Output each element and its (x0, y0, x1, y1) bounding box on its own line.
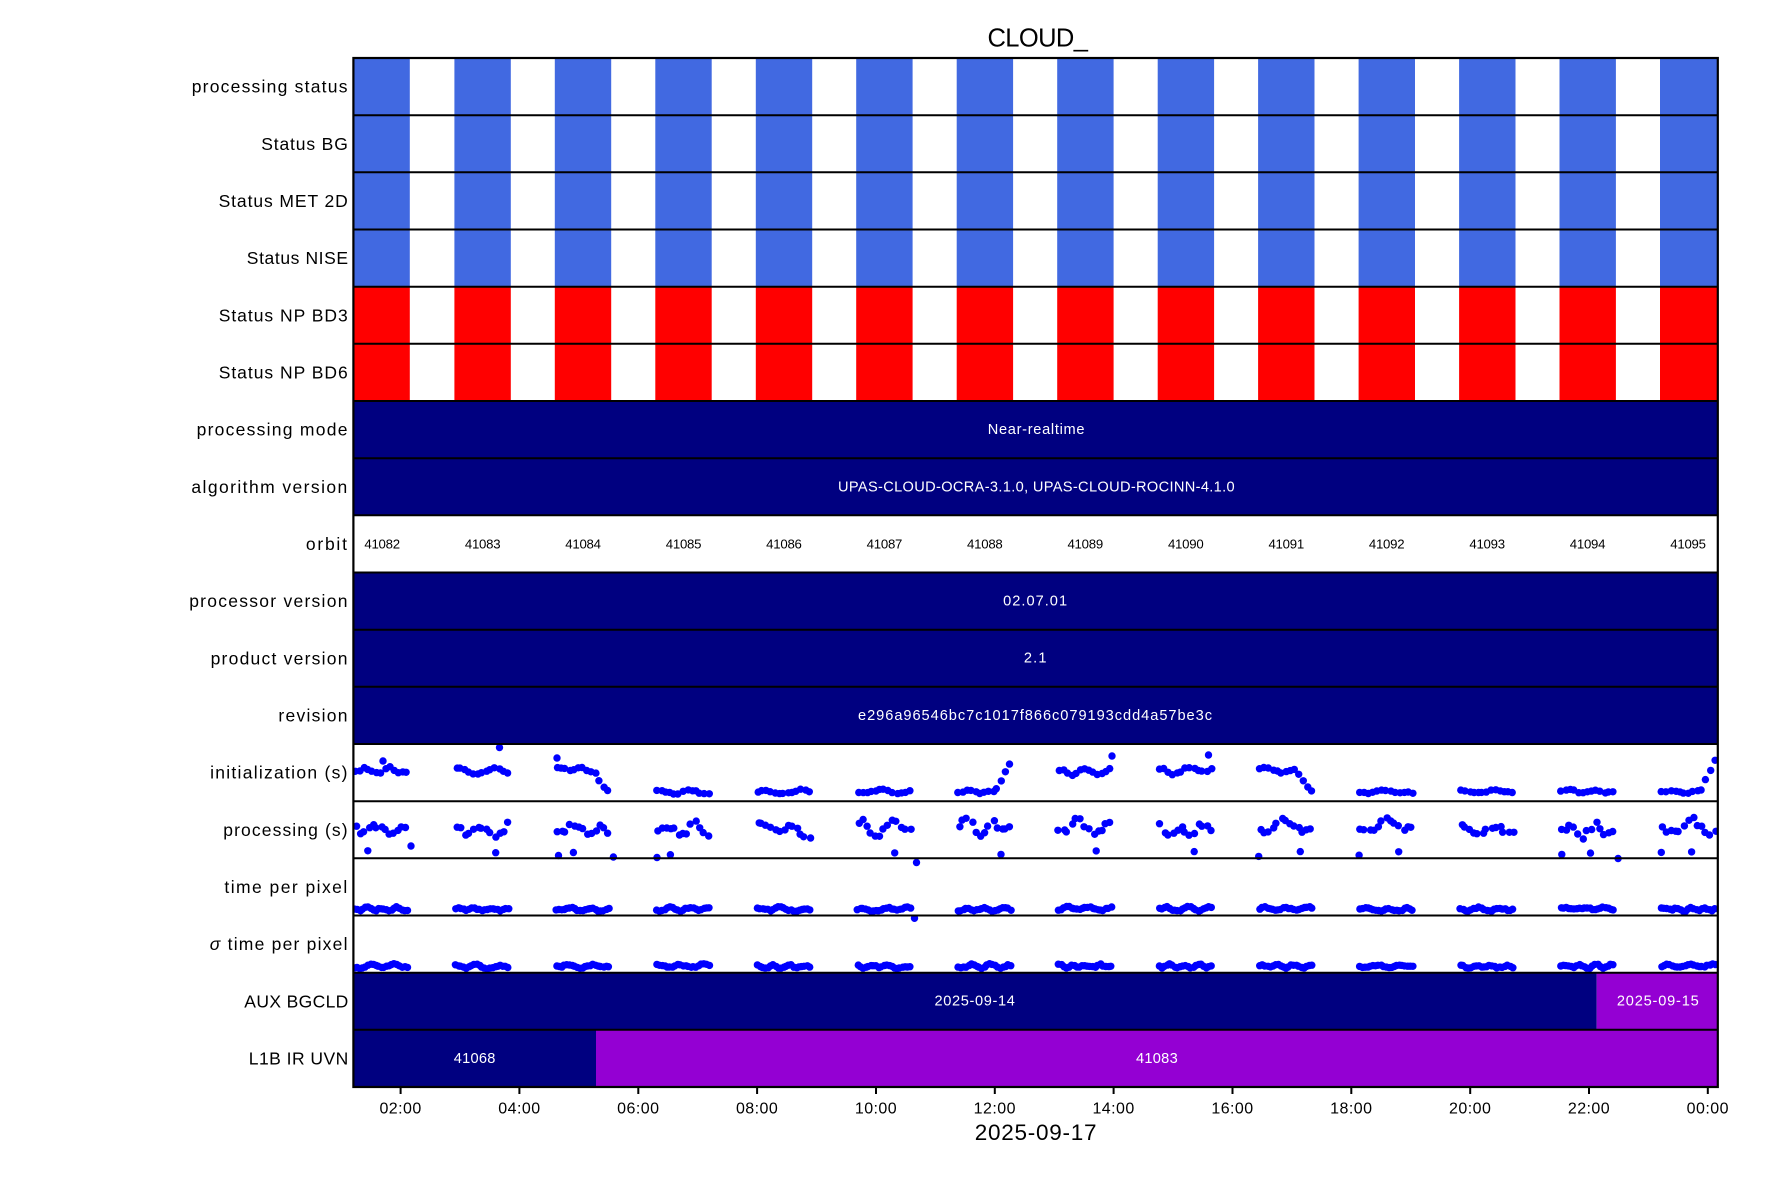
svg-text:18:00: 18:00 (1330, 1101, 1372, 1118)
svg-text:revision: revision (278, 706, 348, 726)
svg-text:time per pixel: time per pixel (224, 877, 348, 897)
svg-text:41092: 41092 (1369, 536, 1404, 551)
svg-text:22:00: 22:00 (1568, 1101, 1610, 1118)
svg-text:41091: 41091 (1268, 536, 1303, 551)
svg-text:10:00: 10:00 (855, 1101, 897, 1118)
svg-text:initialization (s): initialization (s) (210, 763, 349, 783)
svg-text:41089: 41089 (1067, 536, 1102, 551)
svg-text:Near-realtime: Near-realtime (988, 422, 1085, 438)
svg-text:Status MET 2D: Status MET 2D (219, 191, 349, 211)
svg-text:orbit: orbit (306, 534, 349, 554)
svg-text:41088: 41088 (967, 536, 1002, 551)
svg-text:41095: 41095 (1670, 536, 1705, 551)
svg-text:2025-09-15: 2025-09-15 (1617, 994, 1700, 1010)
svg-text:06:00: 06:00 (617, 1101, 659, 1118)
svg-text:41083: 41083 (465, 536, 500, 551)
svg-text:41087: 41087 (867, 536, 902, 551)
svg-text:σ time per pixel: σ time per pixel (210, 934, 349, 954)
svg-text:41086: 41086 (766, 536, 801, 551)
svg-text:41093: 41093 (1469, 536, 1504, 551)
svg-text:16:00: 16:00 (1211, 1101, 1253, 1118)
svg-text:14:00: 14:00 (1092, 1101, 1134, 1118)
svg-text:00:00: 00:00 (1687, 1101, 1729, 1118)
svg-text:08:00: 08:00 (736, 1101, 778, 1118)
svg-text:41068: 41068 (454, 1051, 496, 1067)
svg-text:CLOUD_: CLOUD_ (987, 25, 1088, 53)
svg-text:41083: 41083 (1136, 1051, 1178, 1067)
svg-text:41090: 41090 (1168, 536, 1203, 551)
svg-text:processor version: processor version (189, 591, 349, 611)
svg-text:Status NISE: Status NISE (247, 248, 349, 268)
svg-text:Status NP BD6: Status NP BD6 (219, 363, 349, 383)
svg-text:02.07.01: 02.07.01 (1003, 594, 1068, 610)
svg-text:2025-09-17: 2025-09-17 (975, 1120, 1098, 1145)
svg-text:product version: product version (211, 648, 349, 668)
svg-text:e296a96546bc7c1017f866c079193c: e296a96546bc7c1017f866c079193cdd4a57be3c (858, 708, 1213, 724)
svg-text:41082: 41082 (364, 536, 399, 551)
svg-text:Status NP BD3: Status NP BD3 (219, 305, 349, 325)
svg-text:41094: 41094 (1570, 536, 1605, 551)
svg-text:12:00: 12:00 (974, 1101, 1016, 1118)
svg-text:processing (s): processing (s) (223, 820, 348, 840)
svg-text:AUX BGCLD: AUX BGCLD (244, 991, 348, 1011)
svg-text:processing status: processing status (192, 77, 349, 97)
svg-text:algorithm version: algorithm version (191, 477, 348, 497)
svg-text:41085: 41085 (666, 536, 701, 551)
svg-text:UPAS-CLOUD-OCRA-3.1.0, UPAS-CL: UPAS-CLOUD-OCRA-3.1.0, UPAS-CLOUD-ROCINN… (838, 479, 1235, 495)
svg-text:2.1: 2.1 (1024, 651, 1048, 667)
svg-text:2025-09-14: 2025-09-14 (935, 994, 1016, 1010)
svg-text:20:00: 20:00 (1449, 1101, 1491, 1118)
svg-text:Status BG: Status BG (261, 134, 349, 154)
svg-text:04:00: 04:00 (498, 1101, 540, 1118)
svg-text:02:00: 02:00 (379, 1101, 421, 1118)
svg-text:41084: 41084 (565, 536, 600, 551)
svg-text:processing mode: processing mode (197, 420, 349, 440)
svg-text:L1B IR UVN: L1B IR UVN (249, 1049, 349, 1069)
